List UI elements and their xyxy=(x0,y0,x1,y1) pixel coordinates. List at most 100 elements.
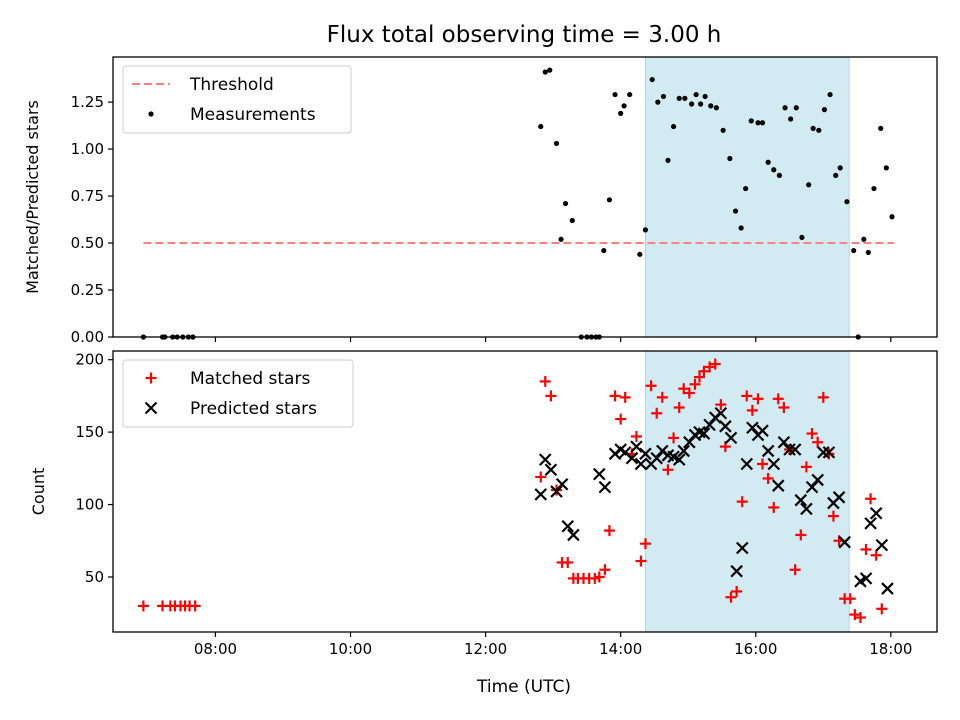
matched-point xyxy=(806,428,818,440)
matched-point xyxy=(772,393,784,405)
predicted-point xyxy=(777,435,791,449)
x-tick-label: 10:00 xyxy=(329,640,372,658)
predicted-point xyxy=(800,502,813,516)
measurement-point xyxy=(821,107,828,113)
predicted-point xyxy=(875,538,889,552)
y-tick-label: 1.00 xyxy=(71,140,104,158)
legend-label: Threshold xyxy=(189,75,274,95)
measurement-point xyxy=(713,105,719,111)
matched-point xyxy=(683,387,695,399)
predicted-point xyxy=(756,424,769,437)
predicted-point xyxy=(881,582,894,595)
x-axis-label: Time (UTC) xyxy=(476,677,571,697)
matched-point xyxy=(795,529,807,541)
predicted-point xyxy=(555,477,569,491)
matched-point xyxy=(778,401,790,413)
matched-point xyxy=(639,538,651,550)
legend-box xyxy=(122,359,354,428)
predicted-point xyxy=(805,480,819,494)
predicted-point xyxy=(593,467,606,481)
matched-point xyxy=(731,585,743,597)
y-axis-label: Count xyxy=(29,468,48,516)
matched-point xyxy=(725,591,737,603)
matched-point xyxy=(137,600,149,612)
predicted-point xyxy=(869,506,883,520)
measurement-point xyxy=(865,249,871,256)
measurement-point xyxy=(771,167,777,173)
measurement-point xyxy=(827,91,833,98)
measurement-point xyxy=(702,93,708,100)
measurement-point xyxy=(612,91,618,98)
measurement-point xyxy=(547,67,553,73)
y-tick-label: 1.25 xyxy=(71,93,104,111)
matched-point xyxy=(704,361,716,373)
legend: Threshold Measurements xyxy=(122,65,352,134)
series-measurements xyxy=(140,67,895,340)
predicted-point xyxy=(630,440,643,453)
measurement-point xyxy=(606,197,613,203)
series-predicted-stars xyxy=(534,407,894,595)
matched-point xyxy=(849,609,861,621)
predicted-point xyxy=(625,451,639,465)
measurement-point xyxy=(759,120,766,126)
predicted-point xyxy=(817,446,830,459)
predicted-point xyxy=(634,457,648,471)
measurement-point xyxy=(642,227,649,233)
predicted-point xyxy=(550,485,563,498)
measurement-point xyxy=(816,127,822,133)
predicted-point xyxy=(746,421,759,435)
y-tick-label: 0.50 xyxy=(71,234,104,252)
matched-point xyxy=(630,430,642,442)
measurement-point xyxy=(708,103,714,109)
plot-frame xyxy=(112,56,938,338)
x-tick-label: 08:00 xyxy=(194,640,237,658)
predicted-point xyxy=(740,457,754,471)
measurement-point xyxy=(670,123,677,130)
predicted-point xyxy=(677,444,690,458)
predicted-point xyxy=(783,443,796,456)
y-tick-label: 0.00 xyxy=(71,328,104,346)
matched-point xyxy=(668,432,680,444)
matched-point xyxy=(800,461,812,473)
measurement-point xyxy=(806,182,812,188)
matched-point xyxy=(752,393,764,405)
matched-point xyxy=(860,543,872,555)
y-tick-label: 100 xyxy=(75,496,104,514)
matched-point xyxy=(678,383,690,395)
matched-point xyxy=(741,390,753,402)
predicted-point xyxy=(767,457,781,471)
matched-point xyxy=(844,593,856,605)
x-tick-label: 18:00 xyxy=(869,640,912,658)
matched-point xyxy=(599,564,611,576)
predicted-point xyxy=(772,479,785,492)
predicted-point xyxy=(838,535,851,549)
measurement-point xyxy=(637,251,643,257)
measurement-point xyxy=(621,103,627,109)
y-tick-label: 0.75 xyxy=(71,187,104,205)
matched-point xyxy=(746,404,758,416)
y-axis-label: Matched/Predicted stars xyxy=(23,100,42,294)
bottom-panel: 08:00 10:00 12:00 14:00 16:00 18:00 50 100 150 20… xyxy=(29,350,938,658)
measurement-point xyxy=(689,101,695,107)
predicted-point xyxy=(538,453,552,466)
predicted-point xyxy=(719,420,732,433)
matched-point xyxy=(673,401,685,413)
measurement-point xyxy=(748,118,754,124)
measurement-point xyxy=(871,185,877,192)
measurement-point xyxy=(627,91,633,98)
predicted-point xyxy=(567,528,580,542)
legend: Matched stars Predicted stars xyxy=(122,359,354,428)
predicted-point xyxy=(761,444,775,458)
predicted-point xyxy=(703,418,716,432)
measurement-point xyxy=(833,172,839,178)
measurement-point xyxy=(765,159,771,165)
observing-window-shade xyxy=(644,56,850,338)
matched-point xyxy=(693,371,705,383)
legend-box xyxy=(122,65,352,134)
predicted-point xyxy=(534,488,548,501)
matched-point xyxy=(651,407,663,419)
y-tick-label: 150 xyxy=(75,423,104,441)
predicted-point xyxy=(561,519,575,533)
measurement-point xyxy=(562,200,569,207)
predicted-point xyxy=(832,491,846,504)
